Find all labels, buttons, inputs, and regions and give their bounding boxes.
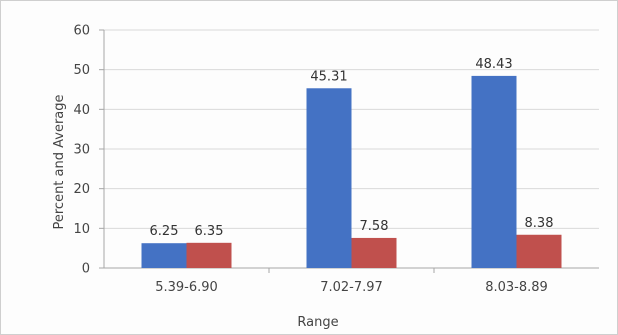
y-axis-title: Percent and Average: [52, 94, 67, 229]
data-label: 6.25: [150, 224, 179, 239]
tick-labels: 0 10 20 30 40 50 60 5.39-6.90 7.02-7.97 8.03-8.89: [73, 24, 547, 296]
x-axis-title: Range: [297, 315, 338, 330]
data-label: 8.38: [525, 216, 554, 231]
data-label: 6.35: [195, 224, 224, 239]
bar-series-1-7.02-7.97: [306, 88, 352, 269]
bar-series-2-7.02-7.97: [351, 237, 397, 268]
y-tick-label: 0: [82, 262, 90, 277]
data-label: 45.31: [310, 69, 347, 84]
data-label: 48.43: [475, 57, 512, 72]
y-tick-label: 40: [73, 103, 90, 118]
y-tick-label: 50: [73, 63, 90, 78]
y-tick-label: 30: [73, 143, 90, 158]
data-labels: 6.25 6.35 45.31 7.58 48.43 8.38: [150, 57, 554, 239]
y-tick-label: 10: [73, 222, 90, 237]
bar-series-1-8.03-8.89: [471, 75, 517, 268]
bar-series-2-5.39-6.90: [186, 242, 232, 268]
y-tick-label: 20: [73, 182, 90, 197]
y-tick-label: 60: [73, 24, 90, 39]
data-label: 7.58: [360, 219, 389, 234]
bars: [141, 75, 562, 269]
x-tick-label: 5.39-6.90: [155, 280, 218, 295]
x-tick-label: 8.03-8.89: [485, 280, 548, 295]
bar-series-2-8.03-8.89: [516, 234, 562, 268]
bar-series-1-5.39-6.90: [141, 243, 187, 268]
x-tick-label: 7.02-7.97: [320, 280, 383, 295]
